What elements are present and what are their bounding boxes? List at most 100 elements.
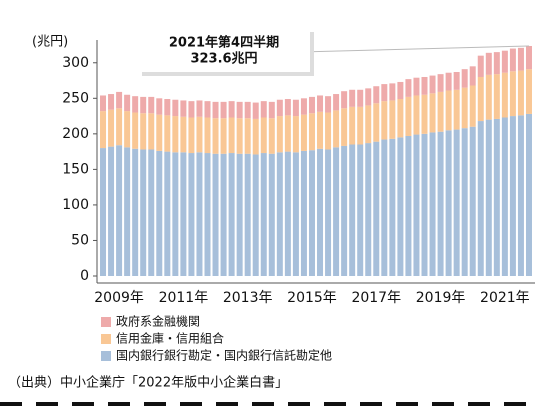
bar-segment: [276, 152, 283, 276]
annotation-line: [299, 45, 529, 53]
bar-segment: [156, 150, 163, 276]
bar-segment: [276, 99, 283, 117]
bar-segment: [140, 96, 147, 114]
bar-segment: [100, 95, 107, 112]
bar-segment: [493, 52, 500, 75]
bar-segment: [260, 153, 267, 276]
y-tick-label: 100: [62, 197, 89, 213]
bar-segment: [445, 90, 452, 131]
bar-segment: [308, 113, 315, 151]
bar-segment: [164, 115, 171, 152]
bar-segment: [284, 99, 291, 116]
bar-segment: [389, 100, 396, 139]
legend-swatch: [101, 317, 111, 327]
bar-segment: [236, 153, 243, 276]
bar-segment: [132, 96, 139, 113]
x-tick-label: 2011年: [159, 290, 209, 306]
bar-segment: [116, 145, 123, 276]
legend-swatch: [101, 334, 111, 344]
bar-segment: [156, 98, 163, 115]
bar-segment: [357, 144, 364, 276]
bar-segment: [421, 133, 428, 276]
bar-segment: [349, 106, 356, 145]
bar-segment: [389, 138, 396, 276]
bar-segment: [493, 118, 500, 276]
bar-segment: [188, 101, 195, 118]
bar-segment: [469, 66, 476, 86]
bar-segment: [204, 101, 211, 118]
bar-segment: [228, 117, 235, 154]
bar-segment: [300, 114, 307, 151]
bar-segment: [453, 72, 460, 90]
bar-segment: [469, 85, 476, 127]
bar-segment: [148, 113, 155, 150]
bar-segment: [292, 152, 299, 276]
bar-segment: [517, 115, 524, 277]
bar-segment: [485, 74, 492, 120]
bar-segment: [461, 69, 468, 88]
bar-segment: [421, 94, 428, 134]
bar-segment: [493, 74, 500, 119]
bar-segment: [509, 116, 516, 276]
bar-segment: [100, 111, 107, 149]
bar-segment: [333, 94, 340, 111]
bar-segment: [204, 153, 211, 276]
bar-segment: [204, 117, 211, 154]
annotation-text: 323.6兆円: [190, 51, 257, 67]
bar-segment: [405, 79, 412, 97]
bar-segment: [212, 101, 219, 119]
bar-segment: [501, 50, 508, 73]
bar-segment: [429, 93, 436, 133]
bar-segment: [284, 115, 291, 152]
bar-segment: [180, 116, 187, 153]
bar-segment: [349, 144, 356, 276]
bar-segment: [365, 105, 372, 144]
bar-segment: [276, 116, 283, 153]
bar-segment: [268, 118, 275, 154]
x-tick-label: 2015年: [287, 290, 337, 306]
bar-segment: [284, 151, 291, 276]
bar-segment: [461, 128, 468, 276]
bar-segment: [300, 150, 307, 276]
bar-segment: [108, 94, 115, 110]
bar-segment: [389, 83, 396, 101]
bar-segment: [244, 118, 251, 154]
bar-segment: [381, 101, 388, 140]
bar-segment: [349, 89, 356, 107]
bar-segment: [196, 152, 203, 276]
bar-segment: [477, 121, 484, 276]
bar-segment: [501, 72, 508, 118]
bar-segment: [429, 75, 436, 94]
bar-segment: [525, 113, 532, 277]
bar-segment: [397, 99, 404, 138]
bar-segment: [333, 110, 340, 148]
bar-segment: [308, 150, 315, 276]
bar-segment: [405, 96, 412, 136]
bar-segment: [381, 84, 388, 102]
bar-segment: [260, 117, 267, 154]
legend-label: 国内銀行銀行勘定・国内銀行信託勘定他: [116, 348, 332, 363]
bar-segment: [252, 102, 259, 119]
y-tick-label: 0: [80, 268, 89, 284]
bar-segment: [196, 116, 203, 153]
bar-segment: [413, 95, 420, 135]
x-tick-label: 2013年: [223, 290, 273, 306]
bar-segment: [429, 132, 436, 276]
x-tick-label: 2019年: [416, 290, 466, 306]
bar-segment: [357, 106, 364, 145]
bar-segment: [501, 117, 508, 276]
bar-segment: [317, 111, 324, 149]
bar-segment: [517, 70, 524, 116]
bar-segment: [236, 101, 243, 119]
bar-segment: [437, 131, 444, 276]
bar-segment: [325, 112, 332, 150]
bar-segment: [485, 52, 492, 75]
bar-segment: [220, 101, 227, 119]
y-tick-label: 250: [62, 90, 89, 106]
bar-segment: [292, 116, 299, 153]
bar-segment: [172, 116, 179, 153]
bar-segment: [373, 86, 380, 104]
bar-segment: [188, 117, 195, 154]
y-tick-label: 150: [62, 161, 89, 177]
